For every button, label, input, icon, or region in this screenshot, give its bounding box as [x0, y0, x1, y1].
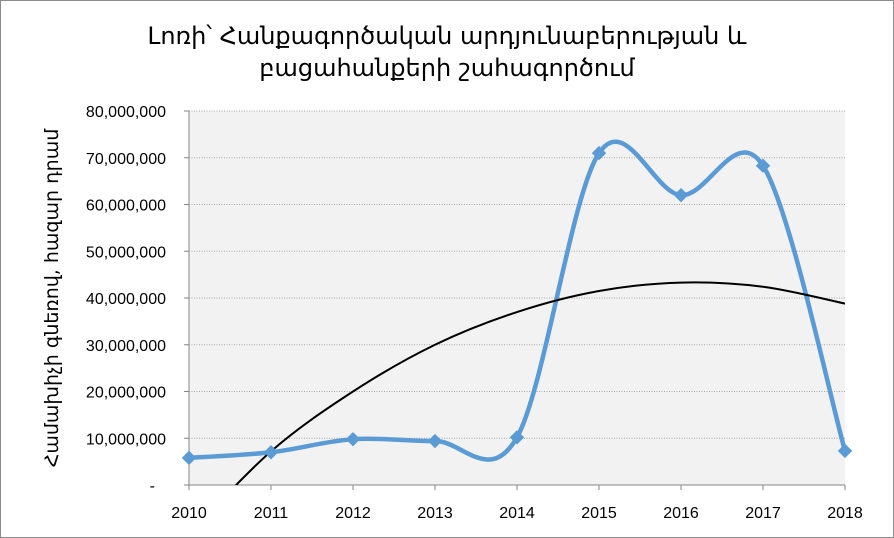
data-point-marker	[263, 445, 279, 460]
x-axis-ticks: 2010 2011 2012 2013 2014 2015 2016 2017 2018	[171, 485, 863, 522]
data-point-marker	[181, 450, 197, 466]
data-point-marker	[837, 443, 853, 459]
y-axis-ticks: - 10,000,000 20,000,000 30,000,000 40,000,00…	[86, 104, 189, 495]
chart-title-line-2: բացահանքերի շահագործում	[259, 54, 635, 82]
y-tick-label: 20,000,000	[86, 385, 166, 402]
x-tick-label: 2015	[581, 505, 617, 522]
chart-title-line-1: Լոռի՝ Հանքագործական արդյունաբերության և	[147, 22, 747, 50]
data-point-marker	[591, 145, 607, 161]
y-tick-label: 40,000,000	[86, 291, 166, 308]
data-point-marker	[345, 431, 361, 447]
y-tick-label: 10,000,000	[86, 431, 166, 448]
data-point-marker	[427, 433, 443, 449]
x-tick-label: 2010	[171, 505, 207, 522]
chart-title: Լոռի՝ Հանքագործական արդյունաբերության և …	[0, 20, 894, 84]
trendline-layer	[234, 281, 845, 485]
data-point-marker	[673, 187, 689, 203]
x-tick-label: 2016	[663, 505, 699, 522]
x-tick-label: 2013	[417, 505, 453, 522]
marker-layer	[181, 145, 853, 466]
x-tick-label: 2012	[335, 505, 371, 522]
x-tick-label: 2011	[254, 505, 289, 522]
y-axis-label: Համախիչի գնեռով, հազար դրամ	[41, 128, 63, 467]
y-tick-label: -	[150, 478, 155, 495]
x-tick-label: 2018	[827, 505, 863, 522]
y-tick-label: 50,000,000	[86, 244, 166, 261]
data-point-marker	[509, 430, 525, 445]
data-point-marker	[755, 158, 771, 173]
y-tick-label: 60,000,000	[86, 198, 166, 215]
trendline	[234, 281, 845, 485]
y-tick-label: 80,000,000	[86, 104, 166, 121]
x-tick-label: 2014	[499, 505, 535, 522]
y-tick-label: 70,000,000	[86, 151, 166, 168]
y-tick-label: 30,000,000	[86, 338, 166, 355]
x-tick-label: 2017	[745, 505, 781, 522]
